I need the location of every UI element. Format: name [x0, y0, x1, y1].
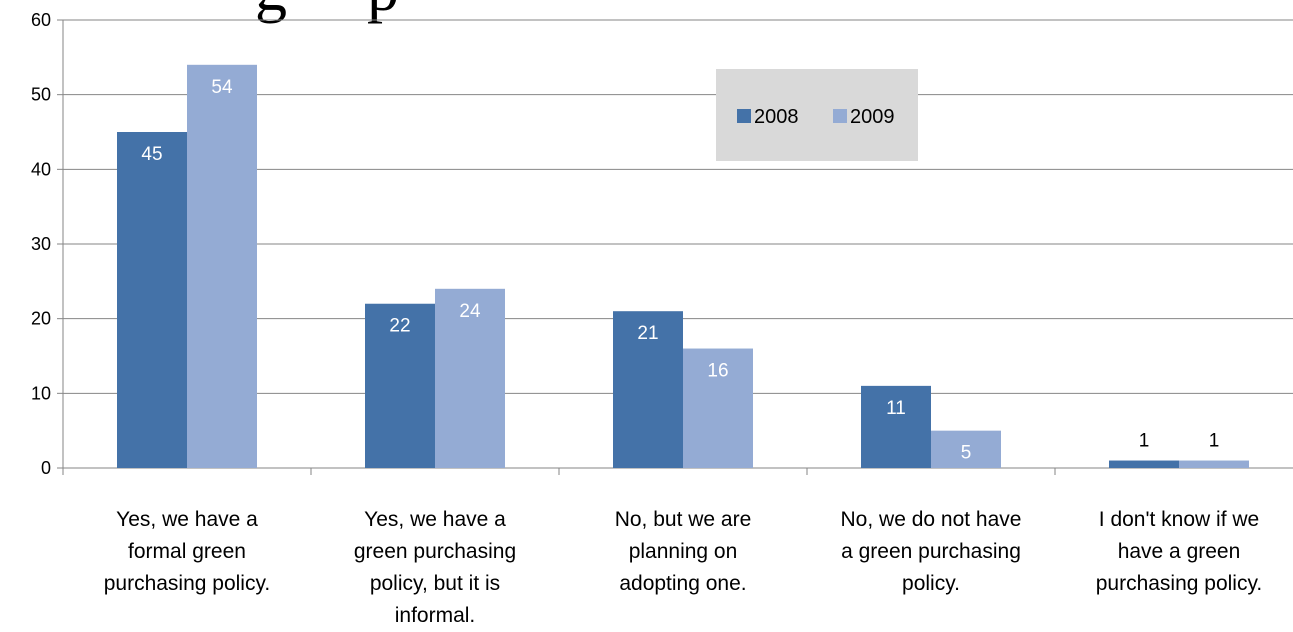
category-label-line: Yes, we have a [364, 508, 506, 531]
legend-swatch-2008 [737, 109, 751, 123]
category-label-line: formal green [128, 540, 246, 563]
y-tick-label: 40 [31, 159, 51, 179]
data-label: 16 [707, 361, 728, 382]
x-axis: Yes, we have a formal green purchasing pol… [62, 467, 1293, 627]
category-label-line: No, but we are [615, 508, 752, 531]
category-label-line: have a green [1118, 540, 1241, 563]
bar-series [117, 64, 1249, 469]
category-label-line: planning on [629, 540, 738, 563]
y-tick-label: 30 [31, 234, 51, 254]
bar-2009 [931, 430, 1001, 468]
data-label: 45 [141, 144, 162, 165]
category-label-line: green purchasing [354, 540, 516, 563]
category-label-line: policy. [902, 572, 960, 595]
legend-label: 2009 [850, 106, 895, 128]
bar-2009 [435, 288, 505, 468]
data-label: 24 [459, 301, 481, 322]
legend-label: 2008 [754, 106, 799, 128]
category-label: No, we do not have a green purchasing poli… [841, 508, 1022, 595]
data-label: 22 [389, 316, 410, 337]
legend-swatch-2009 [833, 109, 847, 123]
category-label-line: policy, but it is [370, 572, 500, 595]
y-tick-label: 50 [31, 85, 51, 105]
category-label-line: informal. [395, 604, 476, 627]
data-label: 1 [1209, 431, 1220, 452]
data-label: 54 [211, 77, 233, 98]
category-label: No, but we are planning on adopting one. [615, 508, 752, 595]
category-label: I don't know if we have a green purchasing… [1096, 508, 1263, 595]
data-label: 21 [637, 323, 658, 344]
category-label: Yes, we have a formal green purchasing pol… [104, 508, 271, 595]
legend: 2008 2009 [716, 69, 918, 161]
category-label-line: No, we do not have [841, 508, 1022, 531]
data-label: 1 [1139, 431, 1150, 452]
category-label-line: a green purchasing [841, 540, 1021, 563]
bar-2009 [683, 348, 753, 468]
category-label-line: purchasing policy. [1096, 572, 1263, 595]
category-label-line: Yes, we have a [116, 508, 258, 531]
bar-2008 [1109, 460, 1179, 468]
category-label-line: purchasing policy. [104, 572, 271, 595]
y-tick-label: 20 [31, 309, 51, 329]
bar-2009 [1179, 460, 1249, 468]
bar-2008 [365, 303, 435, 468]
bar-2008 [861, 385, 931, 468]
y-tick-label: 60 [31, 10, 51, 30]
bar-2008 [117, 132, 187, 468]
category-label-line: I don't know if we [1099, 508, 1259, 531]
y-tick-label: 0 [41, 458, 51, 478]
category-label: Yes, we have a green purchasing policy, bu… [354, 508, 516, 627]
y-axis: 0 10 20 30 40 50 60 [31, 10, 64, 478]
data-label: 5 [961, 443, 972, 464]
bar-2009 [187, 64, 257, 469]
bar-2008 [613, 311, 683, 468]
category-label-line: adopting one. [619, 572, 746, 595]
data-label: 11 [886, 398, 906, 419]
y-tick-label: 10 [31, 383, 51, 403]
